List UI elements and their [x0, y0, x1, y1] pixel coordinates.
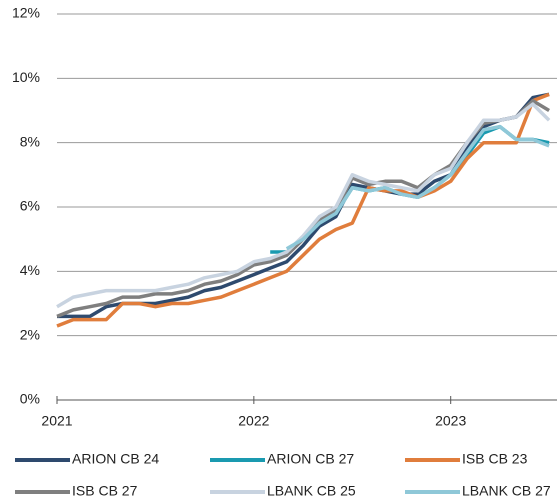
y-tick-label: 2% [20, 326, 40, 342]
legend-label: LBANK CB 27 [462, 483, 551, 499]
series-line [56, 92, 550, 328]
y-tick-label: 8% [20, 133, 40, 149]
y-tick-label: 6% [20, 198, 40, 214]
legend-label: LBANK CB 25 [267, 483, 356, 499]
y-tick-label: 0% [20, 391, 40, 407]
x-tick-label: 2023 [435, 413, 466, 429]
y-tick-label: 4% [20, 262, 40, 278]
y-tick-label: 10% [12, 69, 40, 85]
legend-label: ISB CB 27 [72, 483, 138, 499]
x-tick-label: 2022 [238, 413, 269, 429]
legend-label: ARION CB 24 [72, 451, 159, 467]
series-line [285, 124, 550, 251]
legend-label: ARION CB 27 [267, 451, 354, 467]
series-line [56, 102, 551, 309]
legend-label: ISB CB 23 [462, 451, 528, 467]
x-tick-label: 2021 [41, 413, 72, 429]
series-line [57, 92, 550, 319]
y-tick-label: 12% [12, 5, 40, 21]
